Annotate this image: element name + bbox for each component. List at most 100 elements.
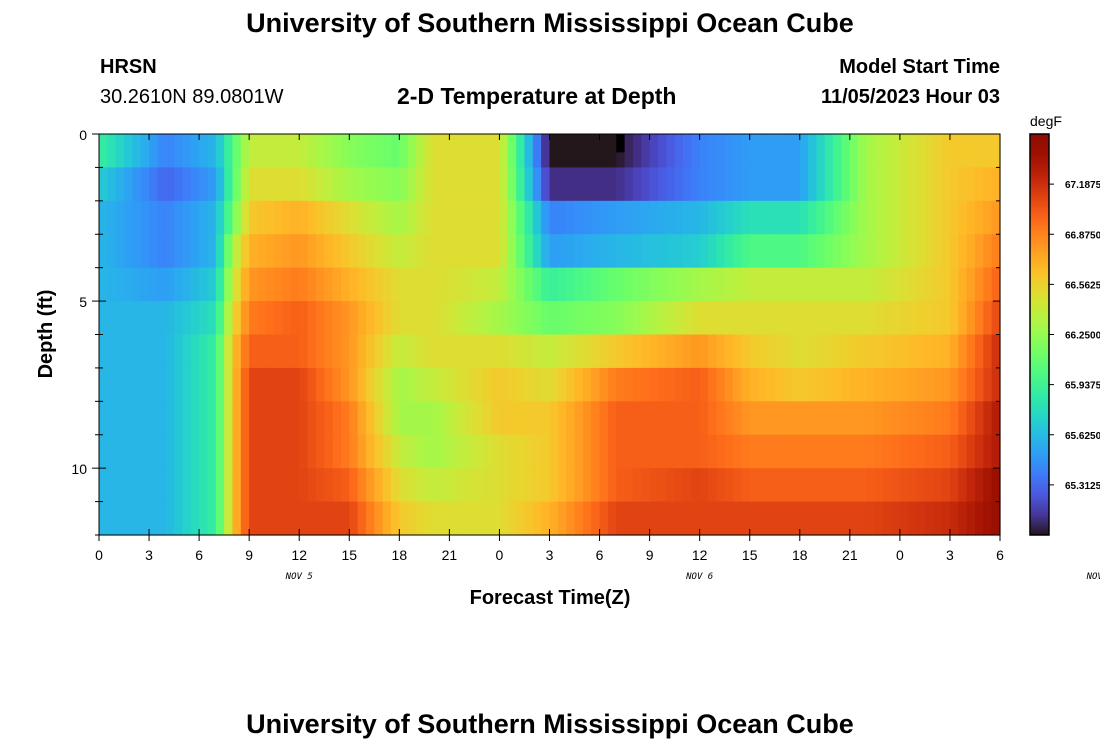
heatmap-cell	[883, 234, 893, 269]
heatmap-cell	[808, 134, 818, 169]
heatmap-cell	[649, 468, 659, 503]
heatmap-cell	[991, 334, 1001, 369]
heatmap-cell	[632, 367, 642, 402]
heatmap-cell	[340, 301, 350, 336]
heatmap-cell	[466, 367, 476, 402]
heatmap-cell	[541, 200, 551, 235]
heatmap-cell	[274, 367, 284, 402]
heatmap-cell	[365, 267, 375, 302]
heatmap-cell	[699, 501, 709, 536]
heatmap-cell	[983, 234, 993, 269]
heatmap-cell	[457, 501, 467, 536]
heatmap-cell	[949, 434, 959, 469]
heatmap-cell	[290, 200, 300, 235]
heatmap-cell	[733, 367, 742, 402]
heatmap-cell	[574, 334, 584, 369]
heatmap-cell	[641, 200, 651, 235]
heatmap-cell	[991, 401, 1001, 436]
heatmap-cell	[733, 334, 742, 369]
heatmap-cell	[799, 501, 809, 536]
heatmap-cell	[374, 434, 384, 469]
heatmap-cell	[174, 401, 184, 436]
heatmap-cell	[674, 501, 684, 536]
heatmap-cell	[207, 434, 217, 469]
heatmap-cell	[541, 167, 551, 202]
heatmap-cell	[224, 234, 234, 269]
heatmap-cell	[215, 301, 225, 336]
heatmap-cell	[474, 501, 484, 536]
heatmap-cell	[891, 334, 901, 369]
heatmap-cell	[491, 200, 501, 235]
heatmap-cell	[157, 501, 167, 536]
heatmap-cell	[140, 200, 150, 235]
heatmap-cell	[783, 367, 793, 402]
heatmap-cell	[574, 167, 584, 202]
heatmap-cell	[874, 167, 884, 202]
heatmap-cell	[265, 334, 275, 369]
heatmap-cell	[324, 501, 334, 536]
heatmap-cell	[541, 468, 551, 503]
heatmap-cell	[315, 234, 325, 269]
heatmap-cell	[315, 367, 325, 402]
heatmap-cell	[441, 434, 450, 469]
heatmap-cell	[891, 134, 901, 169]
heatmap-cell	[791, 301, 801, 336]
heatmap-cell	[199, 367, 209, 402]
heatmap-cell	[182, 301, 192, 336]
heatmap-cell	[866, 501, 876, 536]
heatmap-cell	[941, 167, 951, 202]
heatmap-cell	[124, 334, 133, 369]
heatmap-cell	[132, 334, 142, 369]
heatmap-cell	[799, 234, 809, 269]
model-start-value: 11/05/2023 Hour 03	[820, 86, 1000, 108]
heatmap-cell	[808, 234, 818, 269]
heatmap-cell	[749, 468, 759, 503]
heatmap-cell	[257, 401, 267, 436]
heatmap-cell	[699, 234, 709, 269]
heatmap-cell	[691, 200, 701, 235]
heatmap-cell	[724, 501, 734, 536]
heatmap-cell	[899, 334, 909, 369]
x-tick-label: 3	[946, 547, 954, 563]
heatmap-cell	[699, 301, 709, 336]
heatmap-cell	[591, 301, 601, 336]
heatmap-cell	[340, 234, 350, 269]
heatmap-cell	[949, 134, 959, 169]
heatmap-cell	[783, 334, 793, 369]
heatmap-cell	[599, 401, 609, 436]
heatmap-cell	[449, 134, 459, 169]
heatmap-cell	[824, 301, 834, 336]
heatmap-cell	[899, 434, 909, 469]
heatmap-cell	[574, 468, 584, 503]
heatmap-cell	[674, 200, 684, 235]
heatmap-cell	[933, 367, 943, 402]
heatmap-cell	[941, 301, 951, 336]
heatmap-cell	[849, 134, 859, 169]
heatmap-cell	[507, 367, 517, 402]
heatmap-cell	[591, 134, 601, 169]
heatmap-cell	[574, 434, 584, 469]
heatmap-cell	[733, 501, 742, 536]
heatmap-cell	[674, 301, 684, 336]
heatmap-cell	[324, 134, 334, 169]
heatmap-cell	[749, 334, 759, 369]
heatmap-cell	[315, 334, 325, 369]
heatmap-cell	[958, 334, 968, 369]
heatmap-cell	[307, 334, 317, 369]
heatmap-cell	[466, 468, 476, 503]
heatmap-cell	[724, 401, 734, 436]
heatmap-cell	[491, 501, 501, 536]
heatmap-cell	[549, 401, 559, 436]
heatmap-cell	[541, 401, 551, 436]
heatmap-cell	[657, 434, 667, 469]
heatmap-cell	[958, 468, 968, 503]
heatmap-cell	[758, 234, 767, 269]
heatmap-cell	[332, 234, 342, 269]
heatmap-cell	[474, 301, 484, 336]
heatmap-cell	[224, 267, 234, 302]
heatmap-cell	[766, 134, 776, 169]
heatmap-cell	[783, 468, 793, 503]
heatmap-cell	[232, 501, 242, 536]
heatmap-cell	[399, 468, 409, 503]
heatmap-cell	[632, 501, 642, 536]
